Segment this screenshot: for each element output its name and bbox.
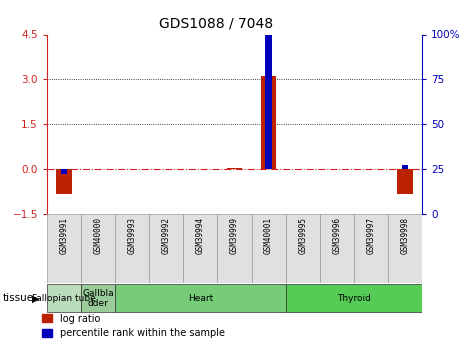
Bar: [61, 169, 68, 175]
Bar: [115, 284, 286, 313]
Text: GSM40001: GSM40001: [264, 217, 273, 254]
Bar: [218, 214, 251, 283]
Text: GSM39992: GSM39992: [162, 217, 171, 254]
Text: Thyroid: Thyroid: [337, 294, 371, 303]
Legend: log ratio, percentile rank within the sample: log ratio, percentile rank within the sa…: [42, 314, 225, 338]
Bar: [261, 76, 276, 169]
Text: GSM40000: GSM40000: [93, 217, 103, 254]
Text: Heart: Heart: [188, 294, 213, 303]
Bar: [227, 168, 242, 169]
Bar: [397, 169, 413, 195]
Bar: [81, 284, 115, 313]
Text: GSM39996: GSM39996: [333, 217, 341, 254]
Bar: [388, 214, 422, 283]
Bar: [115, 214, 149, 283]
Bar: [47, 214, 81, 283]
Bar: [251, 214, 286, 283]
Bar: [149, 214, 183, 283]
Text: GSM39991: GSM39991: [60, 217, 68, 254]
Text: Gallbla
dder: Gallbla dder: [82, 289, 114, 308]
Bar: [81, 214, 115, 283]
Text: GSM39993: GSM39993: [128, 217, 136, 254]
Bar: [320, 214, 354, 283]
Text: GSM39999: GSM39999: [230, 217, 239, 254]
Bar: [183, 214, 218, 283]
Bar: [47, 284, 81, 313]
Bar: [286, 284, 422, 313]
Bar: [401, 166, 408, 169]
Bar: [265, 34, 272, 169]
Text: GSM39994: GSM39994: [196, 217, 205, 254]
Title: GDS1088 / 7048: GDS1088 / 7048: [159, 17, 273, 31]
Text: GSM39995: GSM39995: [298, 217, 307, 254]
Text: Fallopian tube: Fallopian tube: [32, 294, 96, 303]
Bar: [354, 214, 388, 283]
Text: GSM39997: GSM39997: [366, 217, 376, 254]
Text: GSM39998: GSM39998: [401, 217, 409, 254]
Text: ▶: ▶: [32, 294, 39, 303]
Bar: [56, 169, 72, 195]
Text: tissue: tissue: [2, 294, 33, 303]
Bar: [286, 214, 320, 283]
